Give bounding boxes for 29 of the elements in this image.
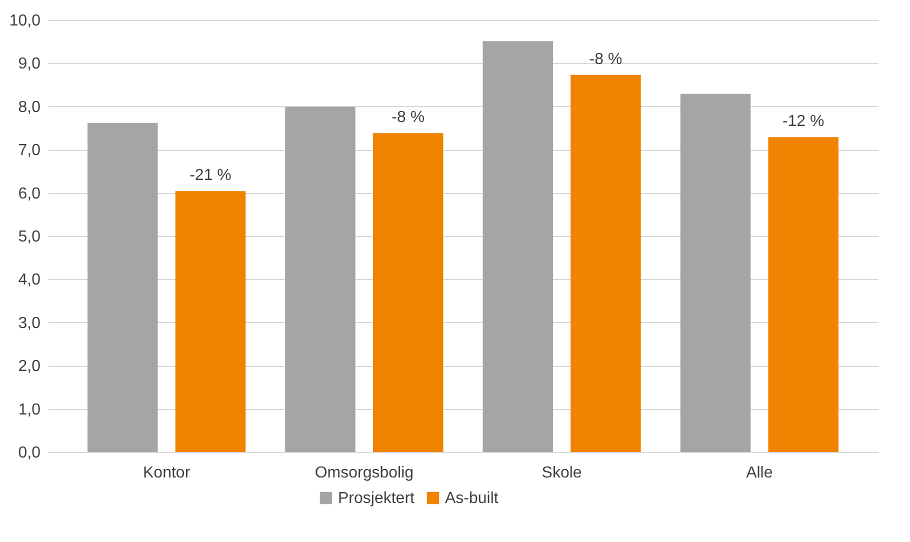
- y-tick-label: 3,0: [18, 314, 41, 332]
- y-tick-label: 9,0: [18, 56, 41, 73]
- x-tick-label: Skole: [542, 464, 582, 482]
- legend-label: Prosjektert: [338, 490, 416, 507]
- x-tick-label: Alle: [746, 464, 773, 482]
- bar: [372, 133, 444, 452]
- y-tick-label: 7,0: [18, 142, 41, 160]
- bar: [88, 122, 158, 452]
- legend-label: As-built: [445, 490, 499, 507]
- bar: [680, 94, 751, 452]
- y-tick-label: 2,0: [18, 358, 41, 376]
- annotation: -8 %: [589, 50, 622, 68]
- annotation: -8 %: [392, 109, 425, 126]
- annotation: -21 %: [190, 167, 232, 184]
- annotation: -12 %: [782, 113, 824, 130]
- bar: [285, 106, 356, 452]
- x-tick-label: Omsorgsbolig: [314, 464, 414, 482]
- bar: [482, 41, 554, 452]
- y-tick-label: 8,0: [18, 98, 41, 116]
- x-tick-label: Kontor: [143, 464, 191, 482]
- bar: [768, 137, 838, 452]
- y-tick-label: 5,0: [18, 228, 41, 246]
- y-tick-label: 10,0: [9, 12, 41, 30]
- y-tick-label: 4,0: [18, 272, 41, 289]
- bar: [175, 191, 246, 452]
- bar: [570, 74, 641, 452]
- y-tick-label: 0,0: [18, 444, 41, 462]
- y-tick-label: 6,0: [18, 185, 41, 202]
- y-tick-label: 1,0: [18, 401, 41, 418]
